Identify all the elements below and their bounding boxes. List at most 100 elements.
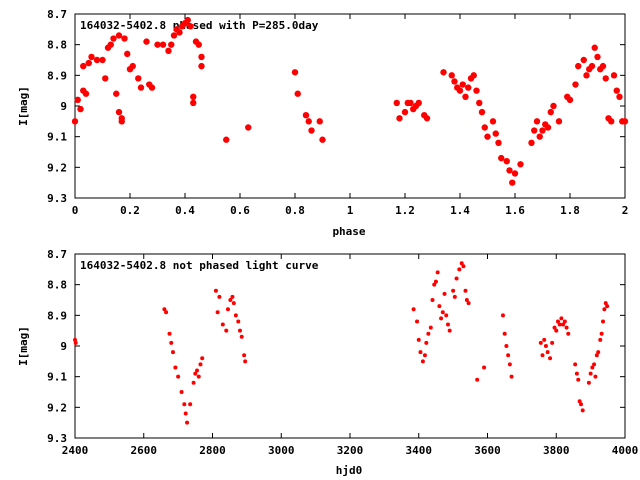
x-tick-label: 2600 — [131, 444, 158, 457]
data-point — [540, 353, 545, 358]
data-point — [170, 350, 175, 355]
x-tick-label: 0.6 — [230, 204, 250, 217]
data-point — [507, 362, 512, 367]
x-tick-label: 1.2 — [395, 204, 415, 217]
data-point — [577, 399, 582, 404]
data-point — [418, 350, 423, 355]
data-point — [588, 62, 596, 70]
x-tick-label: 3600 — [474, 444, 501, 457]
data-point — [238, 328, 242, 333]
data-point — [561, 322, 566, 327]
data-point — [305, 118, 312, 125]
data-point — [554, 328, 559, 333]
data-point — [213, 288, 218, 293]
data-point — [544, 124, 552, 131]
data-point — [437, 304, 442, 309]
data-point — [230, 294, 235, 299]
data-point — [574, 371, 579, 376]
data-point — [594, 53, 601, 61]
data-point — [533, 118, 541, 125]
data-point — [461, 264, 466, 269]
plot-title: 164032-5402.8 phased with P=285.0day — [80, 19, 319, 32]
data-point — [562, 319, 567, 324]
x-tick-label: 1.4 — [450, 204, 470, 217]
data-point — [99, 56, 106, 64]
data-point — [231, 301, 236, 306]
data-point — [77, 105, 84, 113]
data-point — [228, 298, 233, 302]
data-point — [602, 75, 609, 82]
data-point — [190, 93, 197, 101]
y-tick-label: 9.1 — [47, 131, 67, 144]
data-point — [575, 62, 582, 70]
data-point — [198, 53, 205, 61]
data-point — [411, 307, 416, 312]
data-point — [481, 124, 488, 131]
data-point — [416, 337, 421, 342]
data-point — [401, 108, 409, 116]
data-point — [478, 108, 486, 116]
data-point — [451, 288, 456, 293]
data-point — [195, 368, 200, 373]
data-point — [580, 56, 587, 64]
data-point — [442, 291, 447, 296]
x-tick-label: 0 — [72, 204, 79, 217]
data-point — [110, 35, 117, 42]
data-point — [113, 90, 120, 97]
data-point — [511, 170, 519, 177]
data-point — [73, 337, 77, 342]
data-point — [492, 130, 499, 137]
data-point — [517, 161, 524, 168]
data-point — [543, 344, 548, 348]
x-tick-label: 1.8 — [560, 204, 580, 217]
data-point — [594, 353, 599, 358]
data-point — [198, 362, 203, 367]
data-point — [200, 356, 205, 361]
data-point — [447, 328, 452, 333]
data-point — [118, 115, 125, 122]
data-point — [124, 50, 131, 58]
data-point — [566, 331, 571, 336]
data-point — [573, 362, 578, 367]
data-point — [121, 35, 128, 42]
data-point — [608, 118, 615, 125]
data-point — [616, 93, 623, 101]
data-point — [426, 331, 431, 336]
data-point — [566, 96, 574, 104]
data-point — [464, 298, 469, 302]
data-point — [590, 365, 595, 370]
x-tick-label: 3800 — [543, 444, 570, 457]
x-tick-label: 1.6 — [505, 204, 525, 217]
y-tick-label: 8.7 — [47, 8, 67, 21]
data-point — [168, 41, 175, 48]
data-point — [555, 118, 563, 125]
data-point — [605, 304, 610, 309]
data-point — [190, 99, 197, 107]
y-tick-label: 9.3 — [47, 432, 67, 445]
data-point — [502, 331, 507, 336]
data-point — [509, 374, 514, 379]
data-point — [465, 84, 472, 91]
data-point — [129, 62, 136, 70]
x-tick-label: 2400 — [62, 444, 89, 457]
data-point — [393, 99, 400, 107]
data-point — [603, 301, 608, 306]
data-point — [462, 93, 469, 101]
data-point — [601, 319, 605, 324]
data-point — [88, 53, 95, 61]
data-point — [440, 69, 447, 76]
data-point — [239, 334, 244, 339]
y-tick-label: 9 — [60, 340, 67, 353]
data-point — [319, 136, 326, 143]
data-point — [593, 374, 598, 379]
data-point — [107, 41, 114, 48]
data-point — [115, 32, 123, 39]
data-point — [82, 90, 90, 97]
data-point — [102, 75, 109, 82]
data-point — [550, 102, 557, 110]
data-point — [555, 319, 560, 324]
data-point — [452, 294, 457, 299]
data-point — [451, 78, 458, 85]
y-tick-label: 8.8 — [47, 279, 67, 292]
data-point — [602, 307, 607, 312]
